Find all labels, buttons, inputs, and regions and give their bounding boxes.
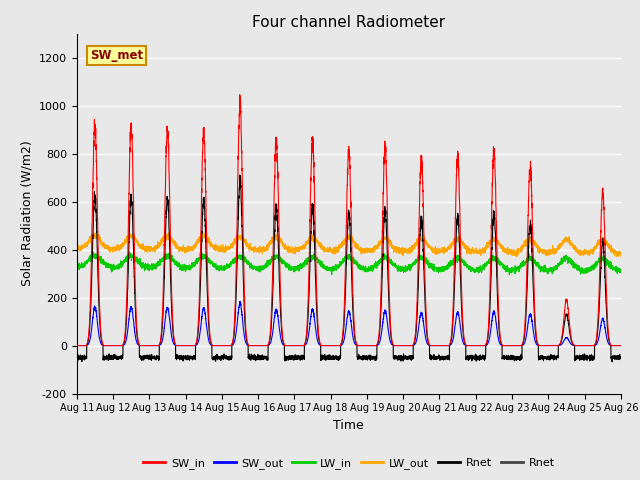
LW_in [125, 249, 133, 255]
SW_out [471, 343, 479, 348]
LW_in [506, 272, 513, 277]
SW_out [236, 299, 244, 305]
X-axis label: Time: Time [333, 419, 364, 432]
SW_in [441, 343, 449, 348]
LW_out [73, 245, 81, 251]
Rnet [441, 354, 449, 360]
Rnet [236, 172, 244, 178]
SW_out [171, 342, 179, 348]
SW_in [617, 343, 625, 348]
Rnet [616, 355, 624, 360]
SW_out [616, 343, 624, 348]
SW_out [617, 343, 625, 348]
Line: LW_out: LW_out [77, 233, 621, 256]
LW_in [616, 270, 624, 276]
LW_out [171, 241, 179, 247]
SW_in [616, 343, 624, 348]
LW_in [73, 263, 81, 268]
SW_in [329, 343, 337, 348]
LW_out [513, 253, 520, 259]
Text: SW_met: SW_met [90, 49, 143, 62]
Line: Rnet: Rnet [77, 175, 621, 362]
LW_out [617, 253, 625, 259]
LW_in [329, 265, 337, 271]
Rnet [609, 359, 616, 365]
SW_out [73, 343, 81, 348]
Line: SW_in: SW_in [77, 95, 621, 346]
Rnet [73, 354, 81, 360]
SW_in [236, 92, 244, 97]
LW_in [502, 265, 509, 271]
LW_out [616, 250, 624, 255]
LW_out [329, 247, 337, 252]
Rnet [471, 357, 479, 362]
Rnet [617, 356, 625, 361]
LW_in [471, 269, 479, 275]
Y-axis label: Solar Radiation (W/m2): Solar Radiation (W/m2) [20, 141, 33, 287]
SW_out [502, 343, 509, 348]
LW_in [617, 268, 625, 274]
Rnet [329, 356, 337, 361]
LW_in [441, 264, 449, 270]
Line: LW_in: LW_in [77, 252, 621, 275]
SW_in [171, 338, 179, 344]
Legend: SW_in, SW_out, LW_in, LW_out, Rnet, Rnet: SW_in, SW_out, LW_in, LW_out, Rnet, Rnet [138, 453, 559, 473]
SW_out [441, 343, 449, 348]
Title: Four channel Radiometer: Four channel Radiometer [252, 15, 445, 30]
LW_out [164, 230, 172, 236]
SW_out [329, 343, 337, 348]
LW_out [441, 246, 449, 252]
LW_out [502, 247, 509, 253]
LW_out [471, 249, 479, 255]
SW_in [471, 343, 479, 348]
SW_in [73, 343, 81, 348]
LW_in [171, 260, 179, 266]
Line: SW_out: SW_out [77, 302, 621, 346]
Rnet [171, 340, 179, 346]
Rnet [502, 355, 509, 361]
SW_in [502, 343, 509, 348]
